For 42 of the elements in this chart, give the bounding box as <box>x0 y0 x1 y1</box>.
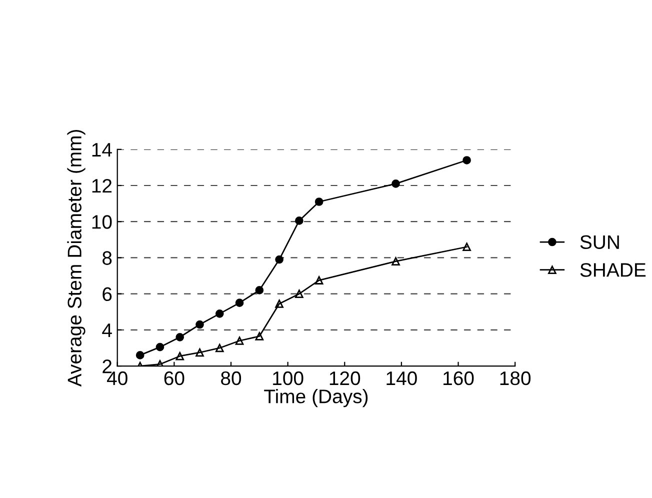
point <box>462 156 471 164</box>
y-axis-title: Average Stem Diameter (mm) <box>67 130 86 387</box>
point <box>255 332 264 340</box>
point <box>196 348 204 357</box>
y-tick-label: 12 <box>92 178 112 193</box>
point <box>314 276 324 284</box>
x-tick-label: 160 <box>444 371 474 386</box>
point <box>392 257 400 266</box>
y-tick-label: 14 <box>92 143 112 156</box>
legend-label: SHADE <box>580 263 646 277</box>
x-tick-label: 40 <box>106 371 128 386</box>
point <box>156 360 164 366</box>
x-tick-label: 140 <box>386 371 417 386</box>
y-tick-label: 10 <box>92 215 112 229</box>
point <box>215 344 224 352</box>
y-tick-label: 4 <box>102 324 112 337</box>
x-axis-title: Time (Days) <box>264 389 368 408</box>
point <box>275 255 284 264</box>
x-tick-label: 100 <box>273 371 304 386</box>
x-tick-label: 60 <box>164 371 184 386</box>
x-tick-label: 120 <box>330 371 360 386</box>
point <box>215 310 224 318</box>
point <box>196 320 204 329</box>
x-tick-label: 80 <box>221 371 242 386</box>
point <box>235 298 244 308</box>
x-tick-label: 180 <box>500 371 531 386</box>
point <box>176 332 184 342</box>
y-tick-label: 2 <box>102 360 112 374</box>
point <box>156 342 164 352</box>
point <box>275 300 284 308</box>
point <box>295 216 304 225</box>
point <box>136 351 144 360</box>
point <box>314 198 324 206</box>
point <box>176 352 184 360</box>
point <box>255 286 264 294</box>
y-tick-label: 8 <box>102 251 112 265</box>
legend-label: SUN <box>580 235 619 250</box>
point <box>392 180 400 188</box>
point <box>295 290 304 298</box>
point <box>235 336 244 345</box>
point <box>462 242 471 252</box>
y-tick-label: 6 <box>102 287 112 302</box>
